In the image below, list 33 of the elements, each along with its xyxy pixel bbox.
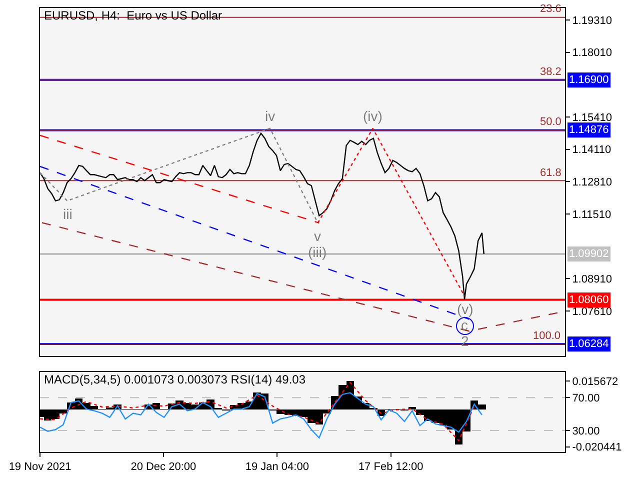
y-tick-label: 1.07610 <box>572 306 612 318</box>
y-tick-label: 1.19310 <box>572 14 612 27</box>
annotation: 61.8 <box>540 167 562 179</box>
chart-title: MACD(5,34,5) 0.001073 0.003073 RSI(14) 49.03 <box>44 372 306 386</box>
annotation: 100.0 <box>533 330 561 342</box>
ref-line-label: 1.06284 <box>569 338 609 350</box>
x-tick-label: 19 Nov 2021 <box>8 461 72 474</box>
annotation: 38.2 <box>540 66 562 78</box>
ref-line-label: 1.08060 <box>569 294 609 306</box>
annotation: (iv) <box>363 108 382 124</box>
y2-tick-label: 30.00 <box>572 425 600 438</box>
ref-line-label: 1.14876 <box>569 124 609 136</box>
annotation: c <box>461 317 468 333</box>
annotation: iv <box>265 108 276 124</box>
x-tick-label: 19 Jan 04:00 <box>245 461 309 474</box>
y-tick-label: 1.14110 <box>572 144 612 156</box>
ref-line-label: 1.09902 <box>569 248 609 260</box>
ref-line-label: 1.16900 <box>569 74 609 86</box>
y-tick-label: 1.11510 <box>572 208 612 221</box>
annotation: 50.0 <box>540 116 562 128</box>
y-tick-label: 1.18010 <box>572 47 612 60</box>
y-tick-label: 1.15410 <box>572 112 612 124</box>
y-tick-label: 0.015672 <box>572 376 618 388</box>
y-tick-label: -0.020441 <box>572 442 622 454</box>
y2-tick-label: 70.00 <box>572 392 600 404</box>
annotation: (iii) <box>308 244 327 260</box>
y-tick-label: 1.12810 <box>572 176 612 188</box>
annotation: v <box>314 228 321 244</box>
x-tick-label: 17 Feb 12:00 <box>358 461 424 474</box>
annotation: (v) <box>457 301 474 317</box>
annotation: iii <box>63 206 72 222</box>
y-tick-label: 1.08910 <box>572 273 612 286</box>
x-tick-label: 20 Dec 20:00 <box>130 461 196 474</box>
